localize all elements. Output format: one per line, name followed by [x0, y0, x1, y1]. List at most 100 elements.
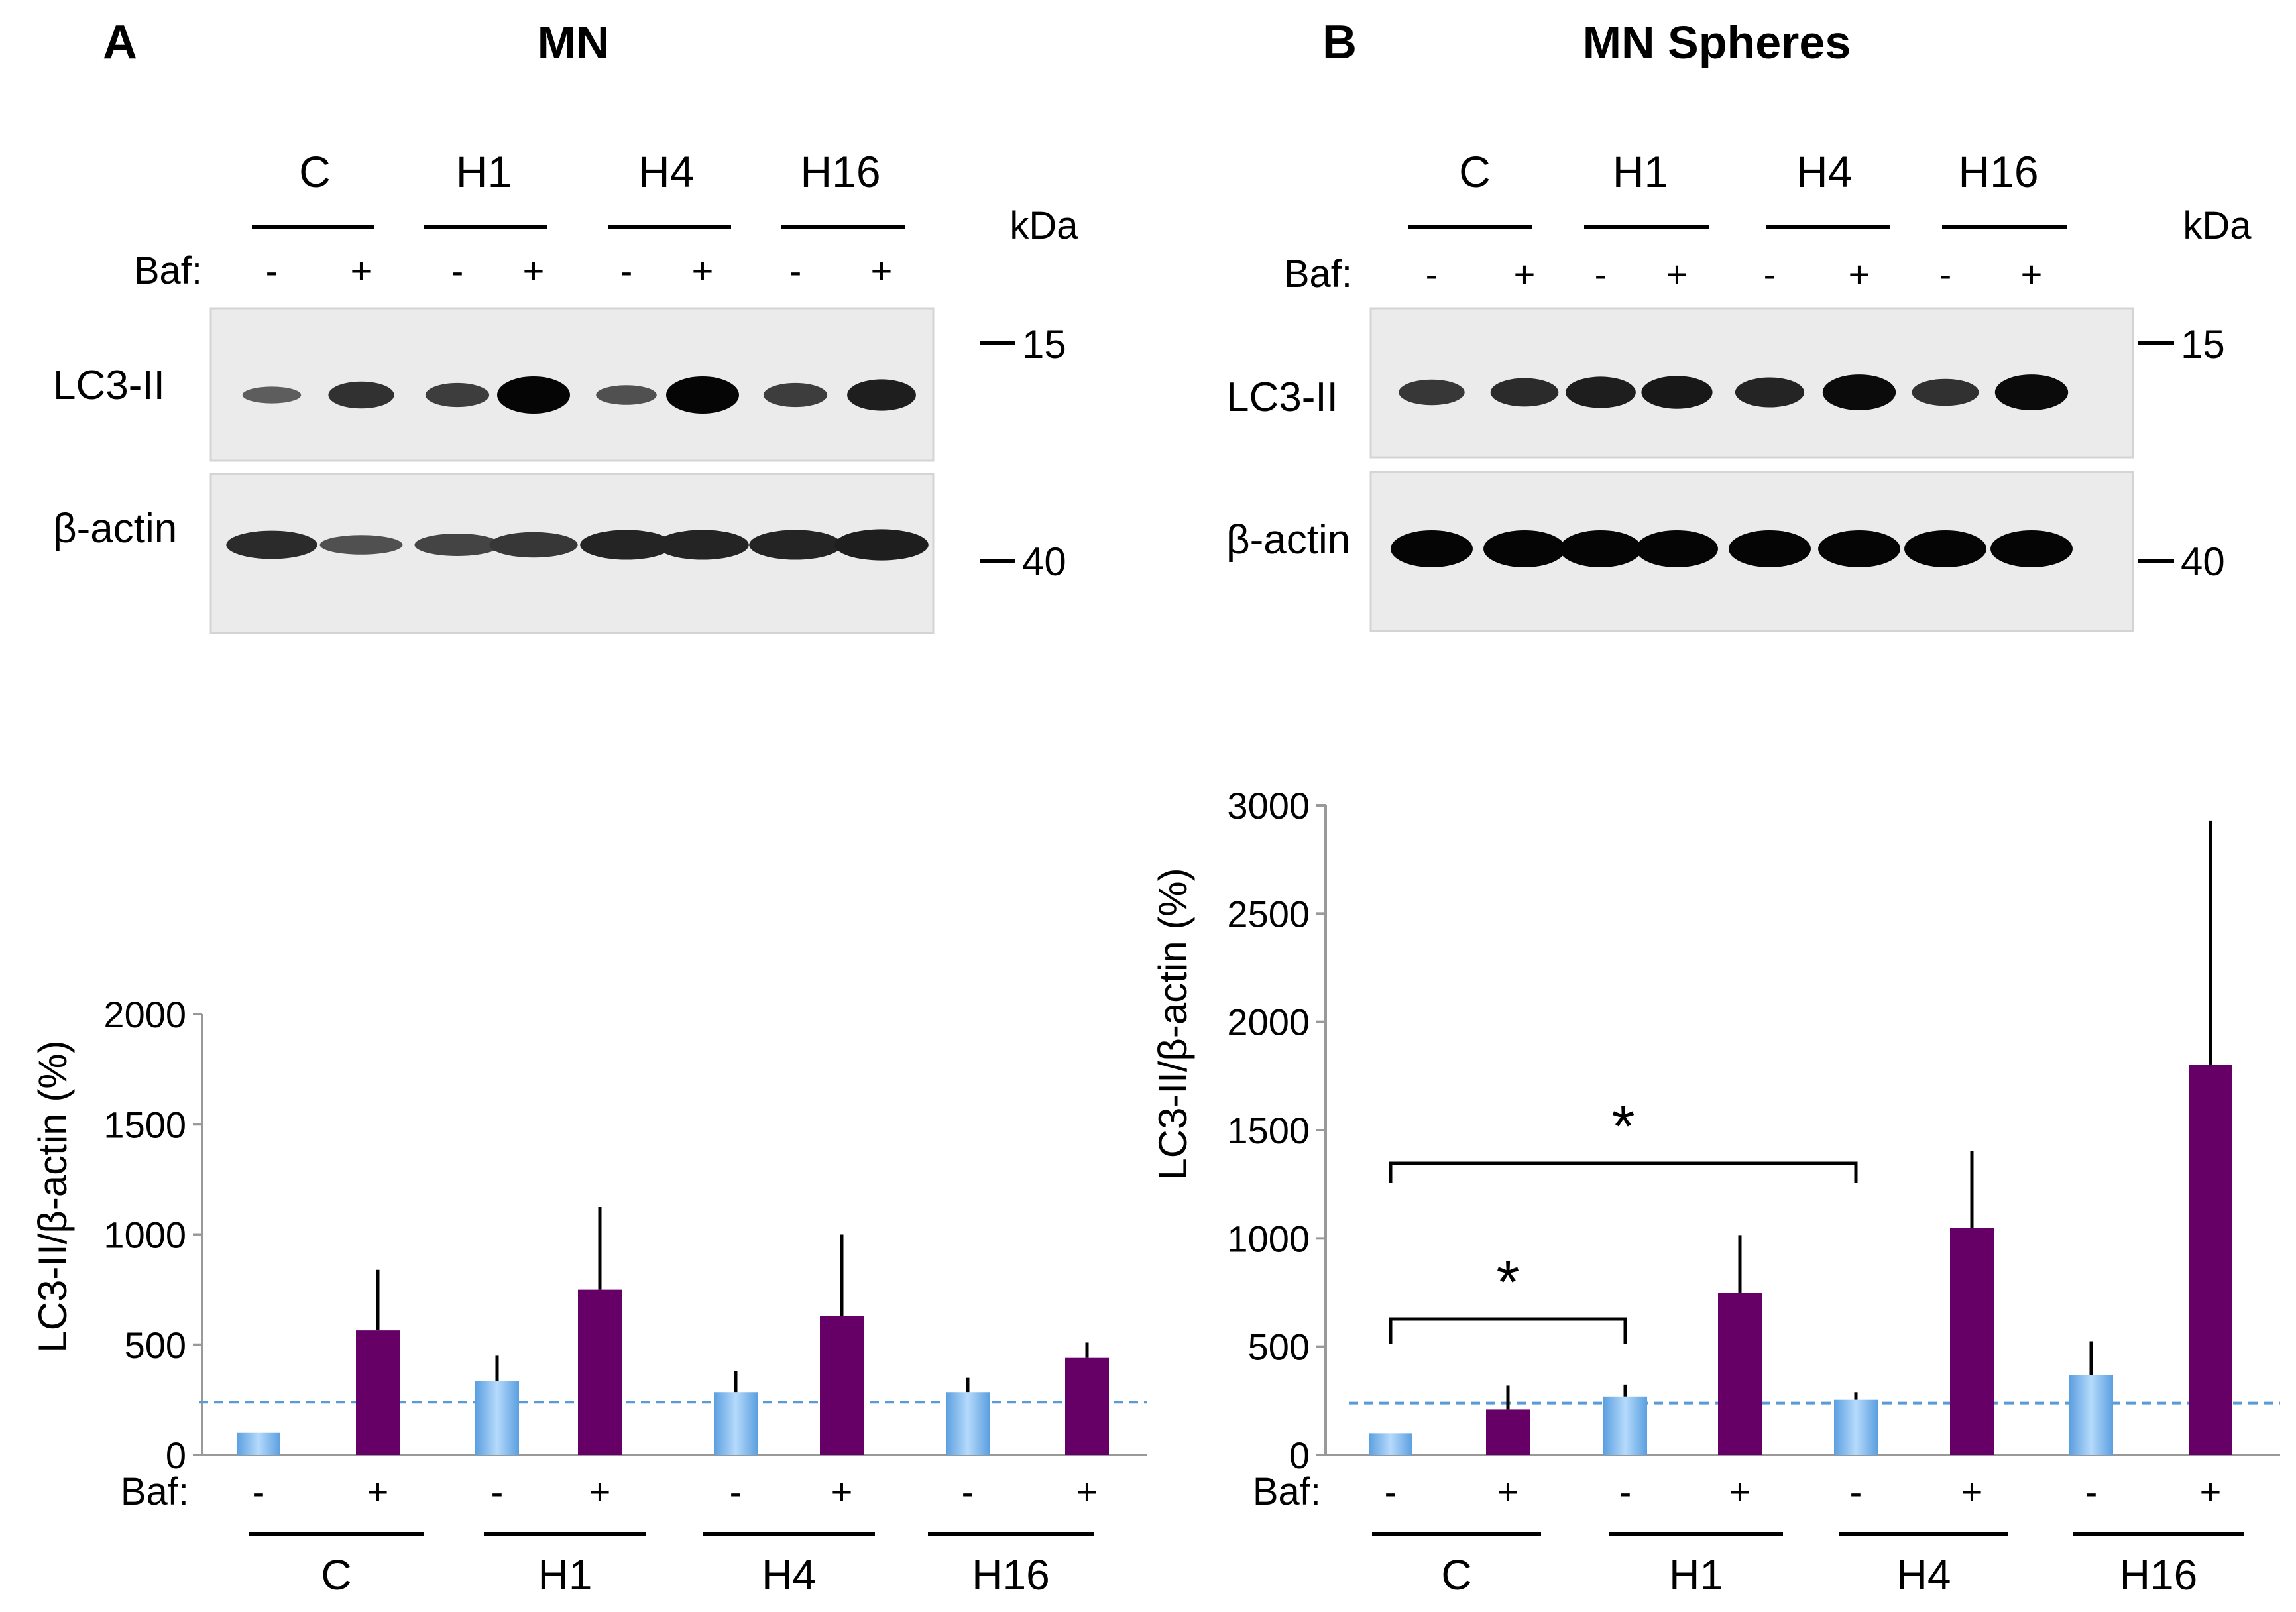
- blot-a-group-label: H1: [456, 147, 512, 196]
- blot-b-marker-15: 15: [2181, 322, 2225, 367]
- chart-a-bars: [237, 1206, 1109, 1455]
- blot-band: [1729, 530, 1811, 567]
- y-tick-label: 2000: [1227, 1002, 1310, 1043]
- blot-band: [834, 529, 929, 561]
- x-baf-mark: +: [1729, 1471, 1751, 1513]
- y-tick-label: 500: [1248, 1326, 1310, 1368]
- blot-band: [763, 382, 828, 408]
- x-baf-mark: +: [1497, 1471, 1519, 1513]
- y-tick-label: 500: [125, 1324, 186, 1366]
- bar-baf-plus: [578, 1289, 622, 1455]
- blot-a-group-labels: C H1 H4 H16: [299, 147, 880, 196]
- x-baf-mark: -: [1385, 1471, 1397, 1513]
- x-baf-label: Baf:: [1253, 1470, 1321, 1513]
- blot-a-group-label: H16: [800, 147, 880, 196]
- y-tick-label: 1000: [103, 1214, 186, 1256]
- x-baf-mark: -: [253, 1471, 265, 1513]
- blot-baf-mark: +: [351, 250, 373, 292]
- bar-baf-plus: [1718, 1293, 1762, 1455]
- blot-baf-mark: -: [1764, 253, 1776, 295]
- blot-band: [1822, 374, 1896, 410]
- significance-star: *: [1496, 1249, 1519, 1316]
- bar-baf-plus: [356, 1330, 400, 1455]
- y-tick-label: 0: [1289, 1434, 1310, 1476]
- blot-b-baf-label: Baf:: [1284, 253, 1352, 296]
- significance-star: *: [1611, 1094, 1635, 1160]
- blot-band: [1818, 530, 1900, 567]
- blot-band: [1490, 378, 1559, 407]
- significance-bracket: [1389, 1317, 1627, 1344]
- chart-a-x-labels: Baf: - + - + - + - + C H1 H4 H16: [121, 1470, 1098, 1599]
- blot-baf-mark: +: [1514, 253, 1536, 295]
- blot-b-group-label: H4: [1796, 147, 1852, 196]
- blot-band: [1399, 379, 1465, 406]
- blot-b-group-label: H1: [1613, 147, 1668, 196]
- panel-b-letter: B: [1322, 16, 1357, 69]
- blot-a-baf-label: Baf:: [134, 249, 202, 292]
- chart-b-axes: 0 500 1000 1500 2000 2500 3000: [1227, 785, 2280, 1476]
- x-group-label: H4: [1897, 1551, 1951, 1599]
- chart-a-axes: 0 500 1000 1500 2000: [103, 994, 1147, 1476]
- blot-b-row-label: LC3-II: [1226, 374, 1338, 420]
- x-baf-mark: +: [831, 1471, 853, 1513]
- blot-band: [1391, 530, 1473, 567]
- bar-baf-plus: [1486, 1409, 1530, 1455]
- x-group-label: C: [1441, 1551, 1471, 1599]
- blot-band: [1636, 530, 1718, 567]
- blot-b-baf-marks: - + - + - + - +: [1426, 253, 2043, 295]
- blot-a-baf-marks: - + - + - + - +: [266, 250, 893, 292]
- blot-baf-mark: -: [789, 250, 802, 292]
- panel-b-title: MN Spheres: [1583, 17, 1851, 68]
- blot-band: [319, 535, 403, 555]
- blot-band: [1735, 377, 1805, 408]
- blot-band: [489, 532, 578, 558]
- bar-baf-minus: [714, 1392, 758, 1455]
- blot-baf-mark: -: [266, 250, 278, 292]
- blot-baf-mark: +: [1666, 253, 1688, 295]
- x-baf-mark: -: [1850, 1471, 1863, 1513]
- significance-bracket: [1389, 1161, 1858, 1183]
- blot-b-kda-label: kDa: [2183, 204, 2252, 247]
- blot-band: [497, 376, 570, 414]
- x-group-label: C: [321, 1551, 351, 1599]
- blot-band: [666, 376, 739, 414]
- blot-baf-mark: -: [1595, 253, 1607, 295]
- bar-baf-minus: [475, 1381, 519, 1455]
- bar-baf-minus: [1369, 1433, 1412, 1455]
- bar-baf-minus: [1603, 1396, 1647, 1455]
- x-baf-mark: +: [1076, 1471, 1098, 1513]
- x-baf-mark: -: [962, 1471, 974, 1513]
- bar-baf-minus: [946, 1392, 990, 1455]
- blot-a-row-label: LC3-II: [53, 363, 165, 408]
- blot-a-kda-label: kDa: [1009, 204, 1078, 247]
- blot-band: [1994, 374, 2069, 410]
- y-tick-label: 2000: [103, 994, 186, 1035]
- blot-band: [1483, 530, 1566, 567]
- x-baf-mark: -: [1619, 1471, 1632, 1513]
- x-baf-mark: +: [2200, 1471, 2222, 1513]
- blot-baf-mark: +: [692, 250, 714, 292]
- blot-baf-mark: +: [523, 250, 545, 292]
- blot-a-group-label: C: [299, 147, 331, 196]
- blot-band: [749, 530, 842, 560]
- blot-baf-mark: +: [2021, 253, 2043, 295]
- blot-baf-mark: +: [1849, 253, 1870, 295]
- blot-b-bands: [1391, 374, 2073, 567]
- chart-b-bars: [1369, 820, 2232, 1455]
- blot-a-lc3-membrane: [209, 307, 935, 462]
- blot-band: [1566, 376, 1636, 408]
- y-tick-label: 3000: [1227, 785, 1310, 827]
- panel-a-letter: A: [103, 16, 137, 69]
- blot-baf-mark: +: [871, 250, 893, 292]
- blot-b-group-label: H16: [1958, 147, 2038, 196]
- blot-band: [1990, 530, 2073, 567]
- chart-a-y-axis-title: LC3-II/β-actin (%): [30, 1040, 75, 1352]
- blot-band: [1560, 530, 1642, 567]
- y-tick-label: 1500: [103, 1104, 186, 1145]
- y-tick-label: 0: [166, 1434, 186, 1476]
- chart-b-x-labels: Baf: - + - + - + - + C H1 H4 H16: [1253, 1470, 2244, 1599]
- blot-band: [414, 534, 500, 556]
- x-group-label: H1: [538, 1551, 593, 1599]
- x-baf-mark: +: [1961, 1471, 1983, 1513]
